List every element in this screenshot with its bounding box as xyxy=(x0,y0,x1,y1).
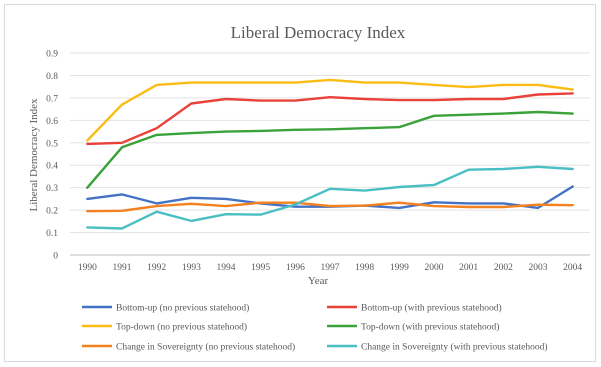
series-line-2 xyxy=(86,92,574,146)
legend-label: Change in Sovereignty (no previous state… xyxy=(116,342,295,353)
y-axis-label: Liberal Democracy Index xyxy=(28,98,40,211)
x-tick-label: 1997 xyxy=(321,263,340,273)
y-tick-label: 0.5 xyxy=(46,139,58,149)
y-tick-label: 0.3 xyxy=(46,184,58,194)
x-tick-label: 1994 xyxy=(217,263,236,273)
x-tick-label: 1992 xyxy=(147,263,166,273)
x-axis-label: Year xyxy=(308,275,329,287)
y-tick-label: 0.9 xyxy=(46,50,58,60)
x-tick-label: 2003 xyxy=(529,263,548,273)
x-tick-label: 1998 xyxy=(355,263,374,273)
x-tick-label: 1991 xyxy=(113,263,132,273)
series-line-5 xyxy=(86,201,574,213)
x-tick-label: 2004 xyxy=(563,263,582,273)
y-tick-label: 0.2 xyxy=(46,207,58,217)
x-tick-label: 2001 xyxy=(459,263,478,273)
series-line-6 xyxy=(86,165,574,230)
x-tick-label: 1995 xyxy=(251,263,270,273)
x-tick-label: 1990 xyxy=(78,263,97,273)
x-tick-label: 1993 xyxy=(182,263,201,273)
series-line-4 xyxy=(86,110,574,189)
legend-label: Bottom-up (no previous statehood) xyxy=(116,303,249,314)
chart-title: Liberal Democracy Index xyxy=(231,23,406,42)
y-tick-label: 0.8 xyxy=(46,72,58,82)
chart-frame xyxy=(4,4,596,362)
y-tick-label: 0.4 xyxy=(46,162,58,172)
y-tick-label: 0.7 xyxy=(46,94,58,104)
x-tick-label: 1999 xyxy=(390,263,409,273)
legend-label: Change in Sovereignty (with previous sta… xyxy=(361,342,548,353)
x-tick-label: 1996 xyxy=(286,263,305,273)
x-tick-label: 2002 xyxy=(494,263,513,273)
y-tick-label: 0.1 xyxy=(46,229,58,239)
series-line-3 xyxy=(86,78,574,142)
x-tick-label: 2000 xyxy=(425,263,444,273)
y-tick-label: 0.6 xyxy=(46,117,58,127)
y-tick-label: 0 xyxy=(53,252,58,262)
legend-label: Top-down (no previous statehood) xyxy=(116,322,247,333)
legend-label: Bottom-up (with previous statehood) xyxy=(361,303,502,314)
legend-label: Top-down (with previous statehood) xyxy=(361,322,499,333)
